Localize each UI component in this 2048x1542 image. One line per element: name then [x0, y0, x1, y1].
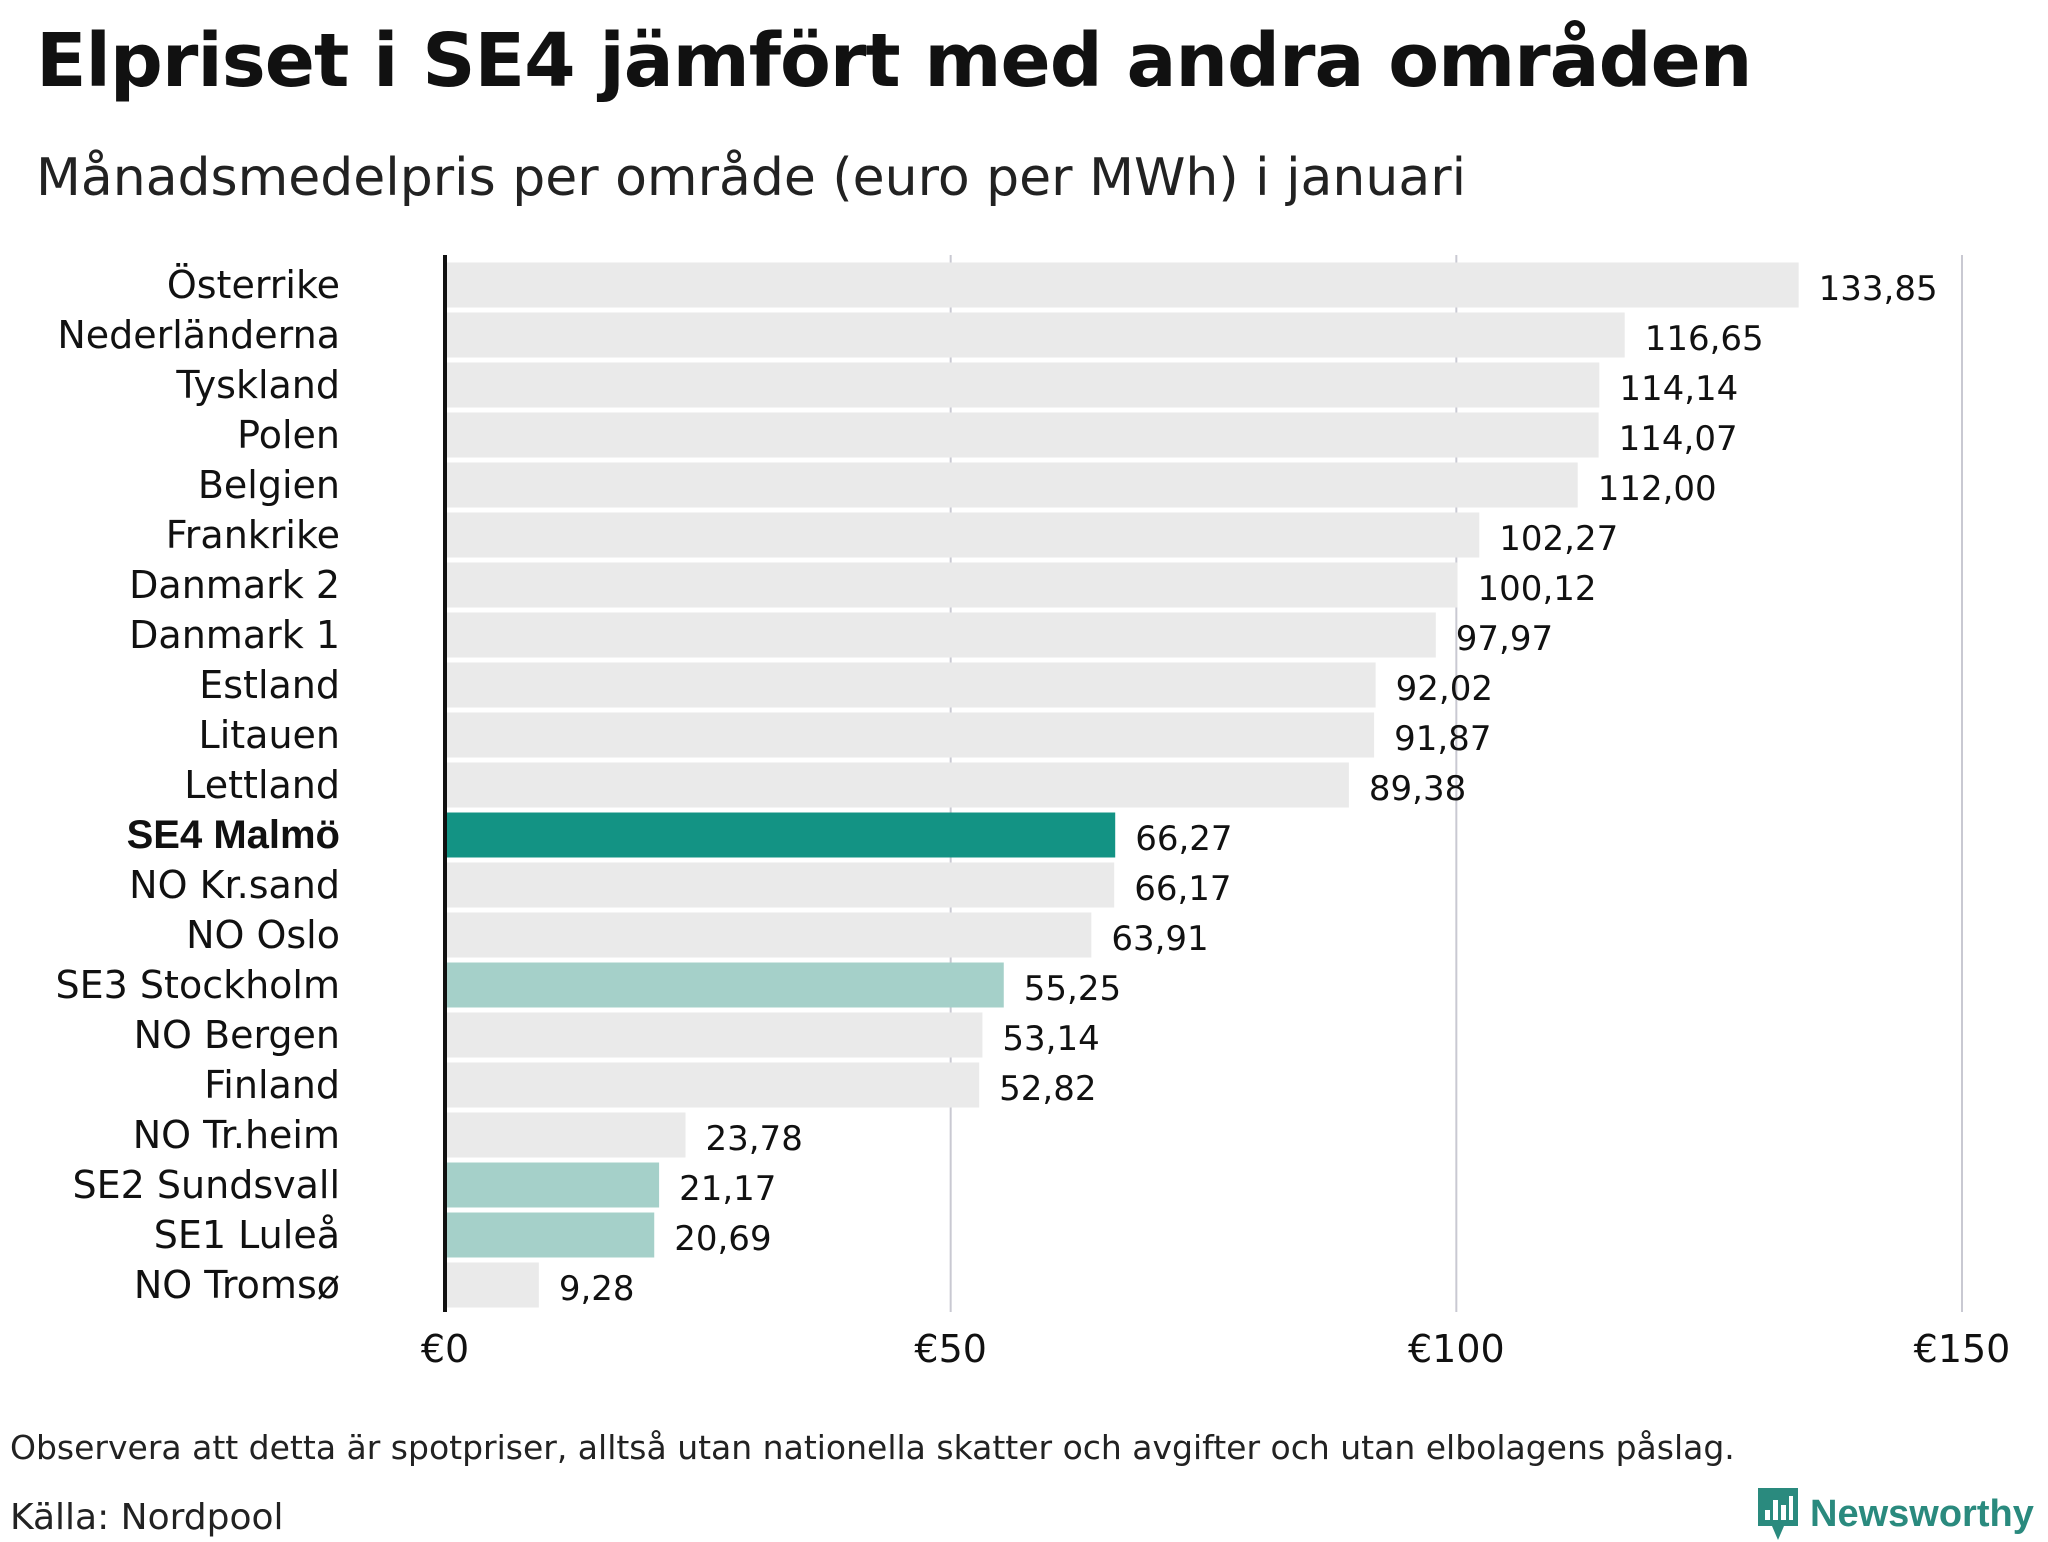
brand-logo: Newsworthy — [1756, 1486, 2034, 1542]
category-label: Litauen — [199, 713, 340, 757]
category-label: Tyskland — [175, 363, 340, 407]
bar — [445, 1062, 980, 1108]
value-label: 23,78 — [705, 1119, 802, 1159]
bar — [445, 1112, 686, 1158]
category-label: Lettland — [184, 763, 340, 807]
category-label: NO Tromsø — [134, 1263, 340, 1307]
value-label: 20,69 — [674, 1219, 771, 1259]
value-label: 63,91 — [1111, 919, 1208, 959]
category-label: Nederländerna — [57, 313, 340, 357]
bar — [445, 1262, 539, 1308]
bar — [445, 312, 1625, 358]
x-tick-label: €150 — [1914, 1327, 2011, 1371]
x-tick-label: €50 — [914, 1327, 987, 1371]
footnote: Observera att detta är spotpriser, allts… — [10, 1428, 1735, 1467]
bar — [445, 712, 1375, 758]
value-label: 100,12 — [1478, 569, 1597, 609]
value-label: 21,17 — [679, 1169, 776, 1209]
x-tick-label: €0 — [421, 1327, 469, 1371]
category-label: Danmark 1 — [129, 613, 340, 657]
category-label: NO Tr.heim — [133, 1113, 340, 1157]
x-tick-label: €100 — [1408, 1327, 1505, 1371]
category-label: SE4 Malmö — [127, 813, 340, 857]
category-label: Österrike — [167, 263, 340, 307]
bar — [445, 962, 1004, 1008]
value-label: 116,65 — [1645, 319, 1764, 359]
bar — [445, 1162, 660, 1208]
value-label: 91,87 — [1394, 719, 1491, 759]
category-label: SE3 Stockholm — [56, 963, 340, 1007]
category-label: NO Kr.sand — [129, 863, 340, 907]
bar — [445, 562, 1458, 608]
bar — [445, 662, 1376, 708]
value-label: 66,27 — [1135, 819, 1232, 859]
category-label: Polen — [237, 413, 340, 457]
value-label: 9,28 — [559, 1269, 635, 1309]
value-label: 102,27 — [1499, 519, 1618, 559]
category-label: Finland — [204, 1063, 340, 1107]
value-label: 92,02 — [1396, 669, 1493, 709]
category-label: NO Oslo — [186, 913, 340, 957]
category-label: Danmark 2 — [129, 563, 340, 607]
category-label: SE1 Luleå — [154, 1213, 340, 1257]
bar — [445, 862, 1115, 908]
chart-subtitle: Månadsmedelpris per område (euro per MWh… — [36, 148, 1467, 208]
bar — [445, 812, 1116, 858]
value-label: 112,00 — [1598, 469, 1717, 509]
value-label: 66,17 — [1134, 869, 1231, 909]
chart-title: Elpriset i SE4 jämfört med andra områden — [36, 18, 1752, 104]
bar — [445, 262, 1799, 308]
value-label: 55,25 — [1024, 969, 1121, 1009]
bar — [445, 362, 1600, 408]
bar — [445, 1012, 983, 1058]
category-label: SE2 Sundsvall — [73, 1163, 340, 1207]
category-label: Estland — [199, 663, 340, 707]
bar — [445, 412, 1599, 458]
source-label: Källa: Nordpool — [10, 1497, 284, 1538]
value-label: 114,07 — [1619, 419, 1738, 459]
bar — [445, 762, 1349, 808]
value-label: 97,97 — [1456, 619, 1553, 659]
value-label: 133,85 — [1819, 269, 1938, 309]
value-label: 89,38 — [1369, 769, 1466, 809]
value-label: 114,14 — [1619, 369, 1738, 409]
bar — [445, 912, 1092, 958]
bar — [445, 1212, 655, 1258]
category-label: NO Bergen — [134, 1013, 340, 1057]
bar — [445, 462, 1578, 508]
value-label: 52,82 — [999, 1069, 1096, 1109]
category-label: Frankrike — [166, 513, 340, 557]
category-label: Belgien — [198, 463, 340, 507]
bar — [445, 512, 1480, 558]
newsworthy-logo-icon — [1758, 1488, 1798, 1540]
bar-chart: Österrike 133,85 Nederländerna 116,65 Tyskla… — [56, 255, 2011, 1371]
bar — [445, 612, 1436, 658]
brand-name: Newsworthy — [1810, 1492, 2034, 1535]
value-label: 53,14 — [1002, 1019, 1099, 1059]
